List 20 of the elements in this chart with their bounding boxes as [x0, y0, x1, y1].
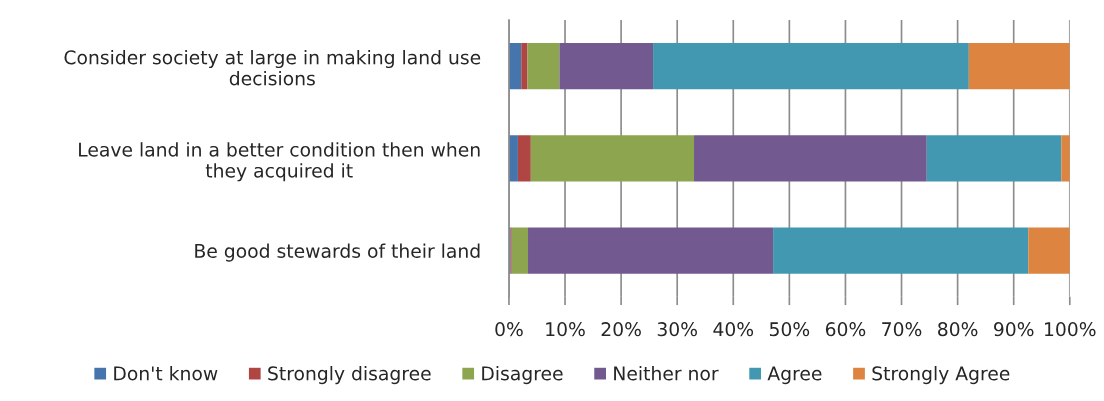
legend-label: Strongly Agree — [872, 365, 1010, 385]
x-tick-label: 0% — [495, 322, 523, 337]
x-tick-label: 20% — [601, 322, 641, 337]
x-tick-label: 60% — [825, 322, 866, 337]
y-tick-label: Leave land in a better condition then when they acquired it — [79, 142, 480, 182]
y-tick-label: Consider society at large in making land use decisions — [64, 49, 481, 86]
x-tick-label: 80% — [938, 322, 978, 337]
legend-label: Disagree — [482, 365, 563, 385]
x-tick-label: 100% — [1045, 322, 1096, 337]
x-tick-label: 40% — [713, 322, 754, 337]
y-tick-label: Be good stewards of their land — [195, 243, 480, 262]
x-tick-label: 90% — [994, 322, 1034, 337]
legend-label: Agree — [767, 366, 822, 385]
legend-label: Don't know — [114, 365, 218, 381]
legend-label: Neither nor — [614, 365, 719, 381]
x-tick-label: 50% — [769, 322, 810, 337]
x-tick-label: 10% — [546, 322, 585, 337]
legend-label: Strongly disagree — [268, 365, 431, 385]
x-tick-label: 70% — [882, 322, 922, 337]
x-tick-label: 30% — [657, 322, 697, 337]
